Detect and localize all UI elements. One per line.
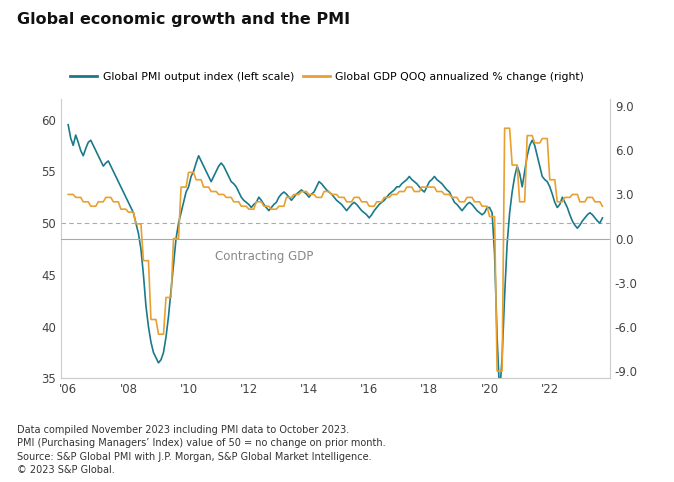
Text: Data compiled November 2023 including PMI data to October 2023.
PMI (Purchasing : Data compiled November 2023 including PM…	[17, 425, 386, 475]
Text: Contracting GDP: Contracting GDP	[215, 250, 313, 263]
Legend: Global PMI output index (left scale), Global GDP QOQ annualized % change (right): Global PMI output index (left scale), Gl…	[66, 68, 588, 87]
Text: Global economic growth and the PMI: Global economic growth and the PMI	[17, 12, 350, 27]
